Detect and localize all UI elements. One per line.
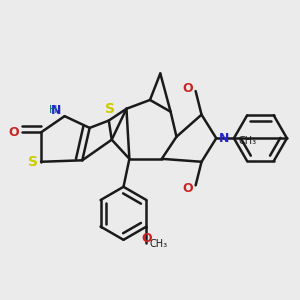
Text: S: S xyxy=(105,102,115,116)
Text: N: N xyxy=(219,132,230,145)
Text: O: O xyxy=(8,126,19,139)
Text: O: O xyxy=(141,232,152,245)
Text: CH₃: CH₃ xyxy=(149,239,167,249)
Text: N: N xyxy=(51,104,62,117)
Text: H: H xyxy=(49,105,57,115)
Text: CH₃: CH₃ xyxy=(238,136,256,146)
Text: O: O xyxy=(182,182,193,195)
Text: O: O xyxy=(182,82,193,95)
Text: S: S xyxy=(28,155,38,169)
